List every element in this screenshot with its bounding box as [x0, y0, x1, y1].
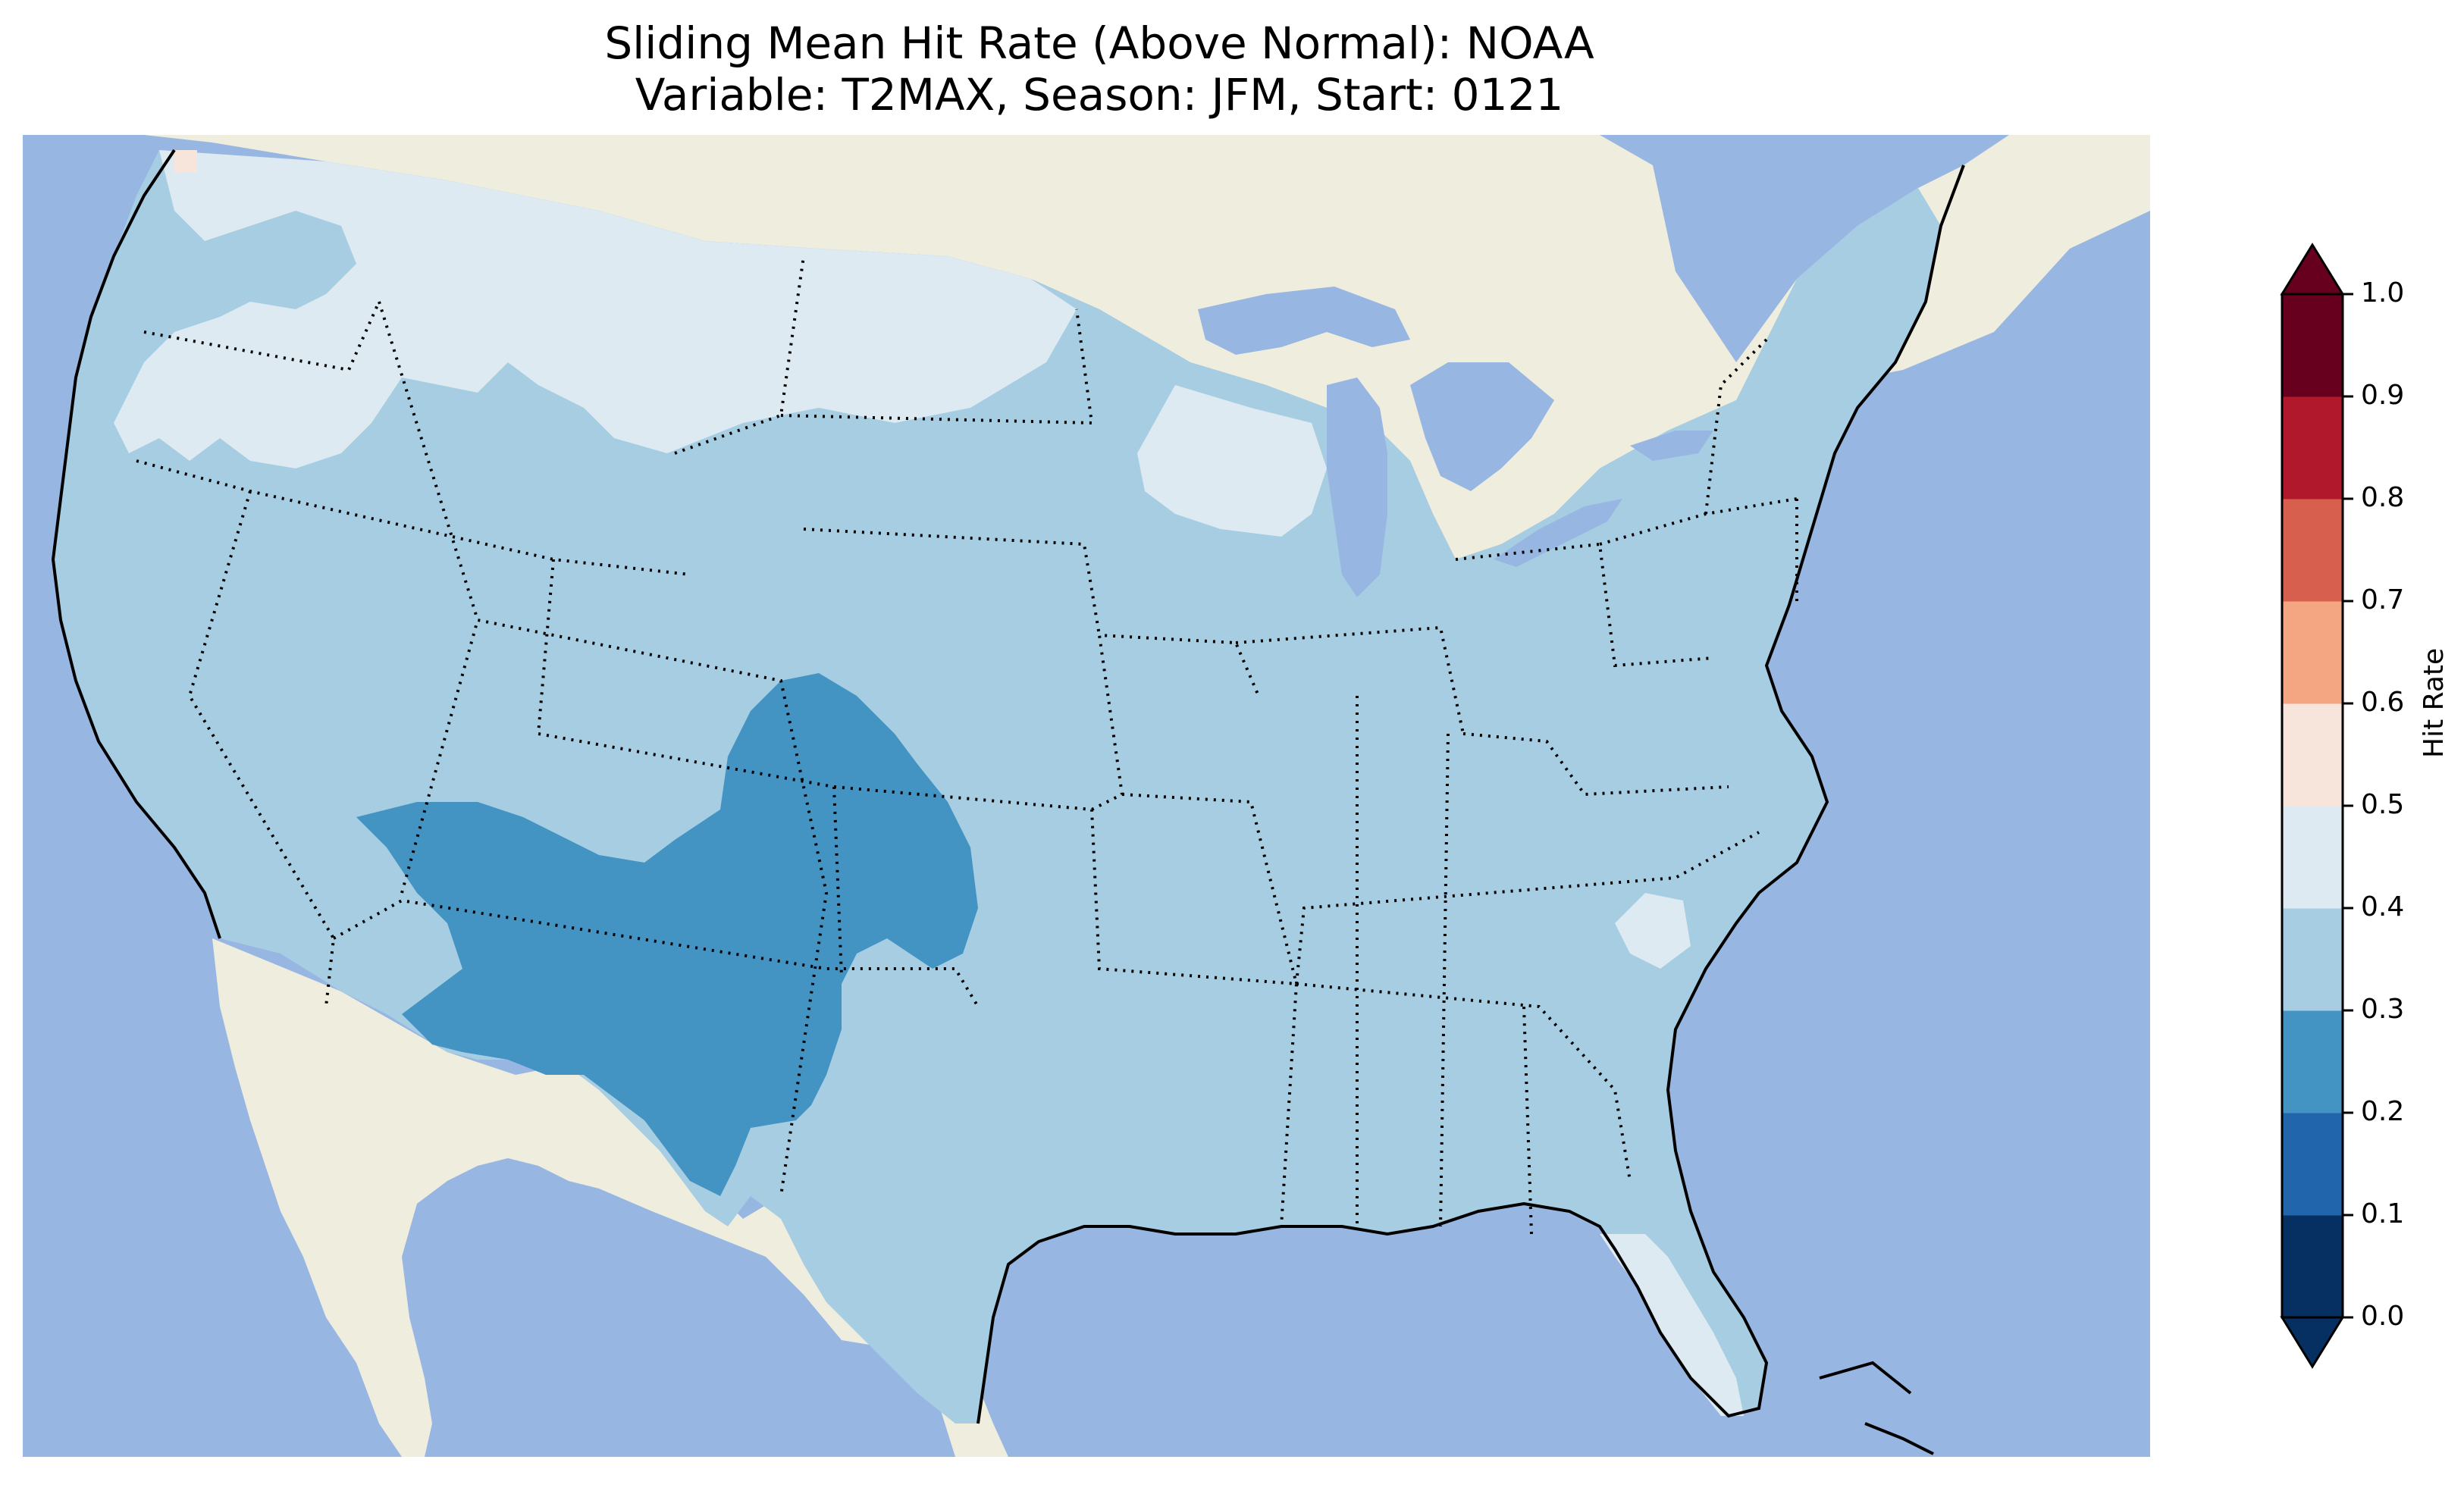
colorbar-bin-2 [2282, 1010, 2343, 1113]
state-borders [136, 255, 1798, 1235]
us-land-base [53, 150, 1941, 1424]
colorbar-tick-label: 0.0 [2361, 1301, 2405, 1332]
region-southwest-dark [356, 673, 978, 1196]
colorbar-bin-4 [2282, 806, 2343, 909]
colorbar-tick-label: 0.1 [2361, 1198, 2405, 1229]
colorbar-tick-label: 0.9 [2361, 380, 2405, 411]
colorbar-tick-label: 0.2 [2361, 1096, 2405, 1127]
colorbar-bin-7 [2282, 499, 2343, 602]
colorbar-tick-label: 0.4 [2361, 891, 2405, 922]
colorbar-tick-label: 0.5 [2361, 789, 2405, 820]
colorbar-bin-3 [2282, 908, 2343, 1011]
colorbar-extend-max [2280, 243, 2345, 296]
colorbar-bin-5 [2282, 703, 2343, 807]
chart-title-line-2: Variable: T2MAX, Season: JFM, Start: 012… [635, 69, 1564, 121]
colorbar-tick-label: 0.6 [2361, 687, 2405, 718]
lake-michigan [1327, 377, 1387, 597]
colorbar-bin-1 [2282, 1113, 2343, 1216]
region-pnw-light [114, 150, 1077, 468]
canada-land [144, 135, 2150, 559]
region-carolina-light [1615, 893, 1691, 969]
colorbar-tick-label: 1.0 [2361, 277, 2405, 309]
chart-title-line-1: Sliding Mean Hit Rate (Above Normal): NO… [604, 17, 1594, 69]
map-panel [23, 135, 2150, 1457]
region-wi-light [1137, 385, 1327, 537]
lake-erie [1494, 499, 1622, 567]
lake-huron [1410, 362, 1554, 491]
coastline [51, 149, 1965, 1455]
mexico-land [212, 938, 1008, 1457]
colorbar-tick-label: 0.3 [2361, 994, 2405, 1025]
lake-superior [1198, 287, 1410, 355]
colorbar-tick-label: 0.7 [2361, 584, 2405, 615]
colorbar [2280, 243, 2353, 1369]
colorbar-bin-8 [2282, 396, 2343, 500]
lake-ontario [1630, 431, 1713, 461]
colorbar-extend-min [2280, 1316, 2345, 1369]
region-florida-light [1600, 1234, 1744, 1416]
colorbar-bin-6 [2282, 601, 2343, 704]
colorbar-tick-label: 0.8 [2361, 482, 2405, 513]
colorbar-bin-0 [2282, 1215, 2343, 1318]
region-wa-coast [174, 150, 197, 173]
colorbar-bin-9 [2282, 294, 2343, 397]
colorbar-label: Hit Rate [2419, 647, 2450, 758]
